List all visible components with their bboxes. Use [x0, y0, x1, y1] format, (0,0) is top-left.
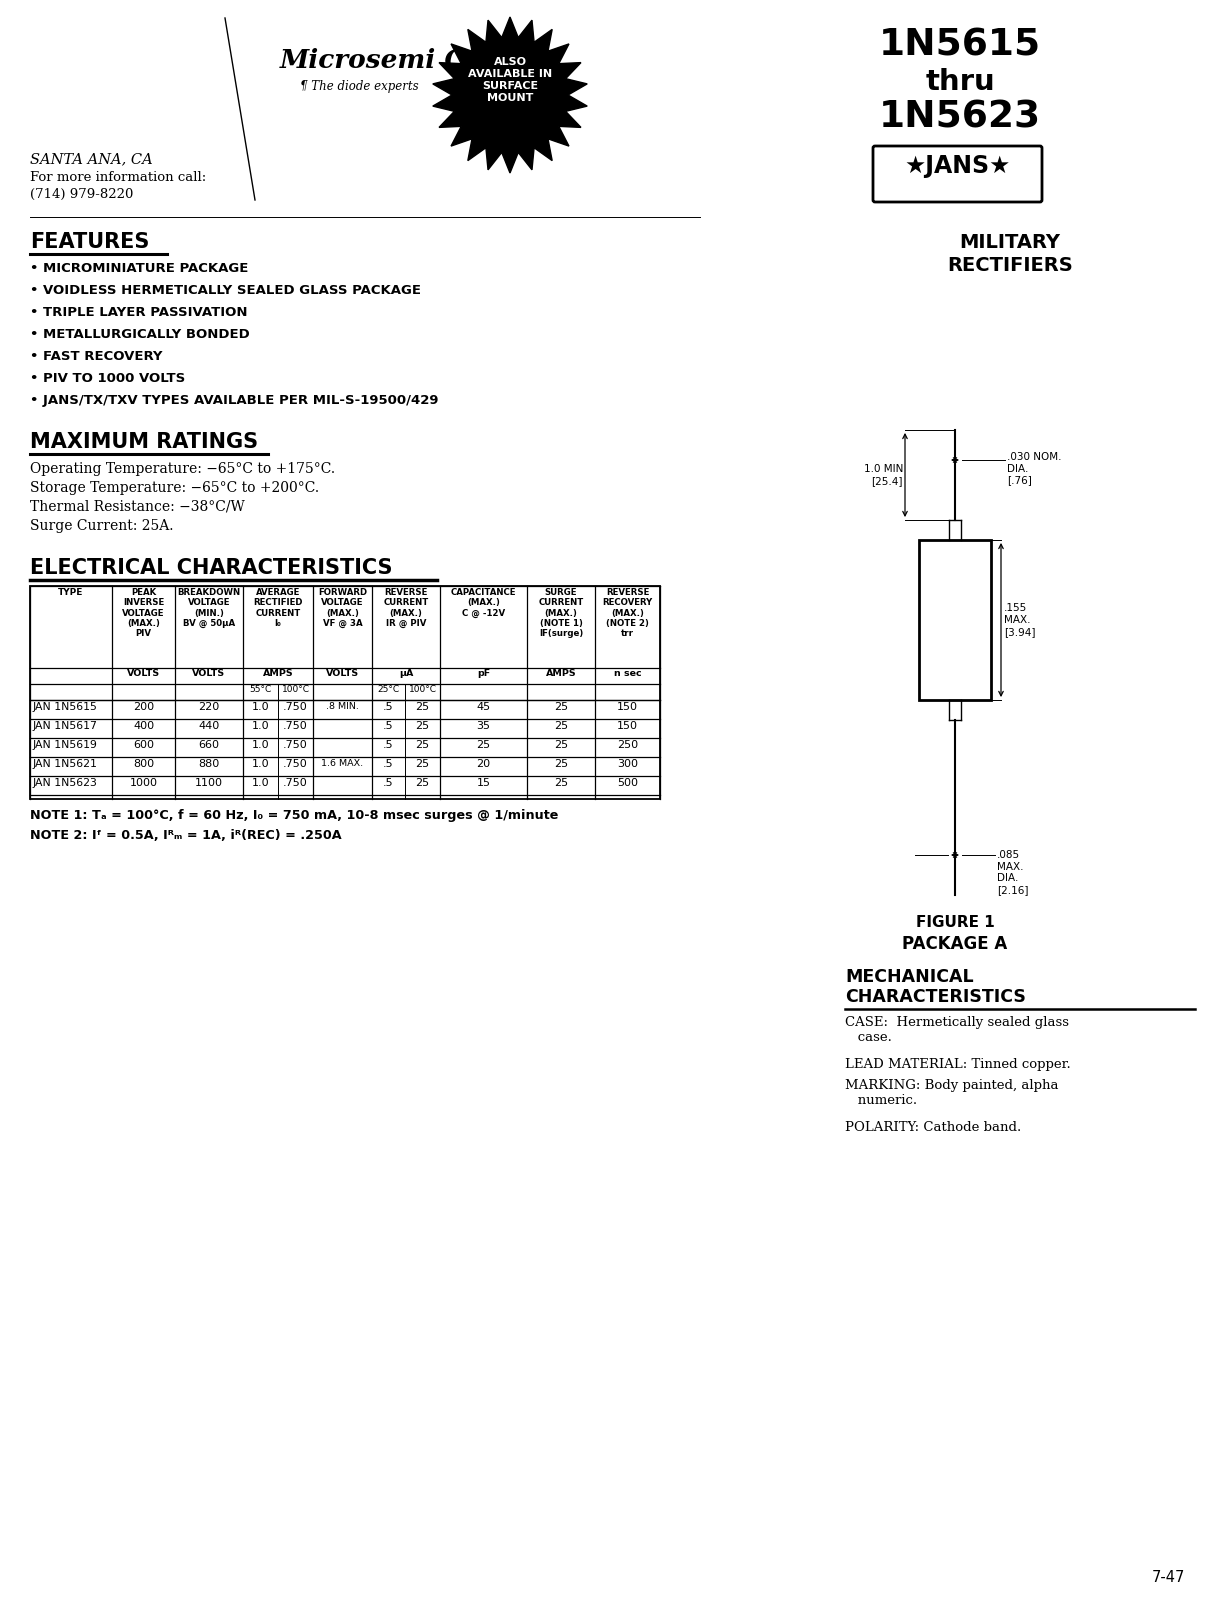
Text: 1100: 1100: [195, 778, 223, 787]
Text: 1.0: 1.0: [252, 778, 270, 787]
Text: PACKAGE A: PACKAGE A: [903, 934, 1008, 954]
Text: 150: 150: [617, 722, 638, 731]
Text: 25: 25: [415, 702, 430, 712]
Text: 1.0: 1.0: [252, 739, 270, 750]
Text: .5: .5: [384, 758, 393, 770]
Text: Operating Temperature: −65°C to +175°C.: Operating Temperature: −65°C to +175°C.: [30, 462, 335, 477]
Text: FIGURE 1: FIGURE 1: [916, 915, 995, 930]
Text: NOTE 1: Tₐ = 100°C, f = 60 Hz, I₀ = 750 mA, 10-8 msec surges @ 1/minute: NOTE 1: Tₐ = 100°C, f = 60 Hz, I₀ = 750 …: [30, 810, 558, 822]
Text: VOLTS: VOLTS: [127, 669, 160, 678]
Text: Surge Current: 25A.: Surge Current: 25A.: [30, 518, 173, 533]
Text: .155
MAX.
[3.94]: .155 MAX. [3.94]: [1004, 603, 1036, 637]
Text: 300: 300: [617, 758, 638, 770]
Text: 150: 150: [617, 702, 638, 712]
Text: AVERAGE
RECTIFIED
CURRENT
I₀: AVERAGE RECTIFIED CURRENT I₀: [253, 587, 302, 627]
Text: 25: 25: [554, 739, 567, 750]
Text: 7-47: 7-47: [1152, 1570, 1185, 1586]
Text: .750: .750: [283, 702, 307, 712]
Text: POLARITY: Cathode band.: POLARITY: Cathode band.: [845, 1122, 1021, 1134]
Text: μA: μA: [399, 669, 413, 678]
Text: FEATURES: FEATURES: [30, 232, 149, 251]
Text: ALSO
AVAILABLE IN
SURFACE
MOUNT: ALSO AVAILABLE IN SURFACE MOUNT: [468, 58, 552, 102]
Text: CHARACTERISTICS: CHARACTERISTICS: [845, 987, 1026, 1006]
Text: n sec: n sec: [613, 669, 641, 678]
Text: REVERSE
RECOVERY
(MAX.)
(NOTE 2)
trr: REVERSE RECOVERY (MAX.) (NOTE 2) trr: [603, 587, 652, 638]
Text: 25: 25: [554, 702, 567, 712]
Text: • METALLURGICALLY BONDED: • METALLURGICALLY BONDED: [30, 328, 249, 341]
Text: SURGE
CURRENT
(MAX.)
(NOTE 1)
IF(surge): SURGE CURRENT (MAX.) (NOTE 1) IF(surge): [538, 587, 583, 638]
Text: .030 NOM.
DIA.
[.76]: .030 NOM. DIA. [.76]: [1007, 451, 1061, 485]
Text: JAN 1N5623: JAN 1N5623: [33, 778, 98, 787]
Text: MARKING: Body painted, alpha
   numeric.: MARKING: Body painted, alpha numeric.: [845, 1078, 1059, 1107]
Text: 1N5623: 1N5623: [878, 99, 1041, 136]
Text: .5: .5: [384, 722, 393, 731]
Text: • TRIPLE LAYER PASSIVATION: • TRIPLE LAYER PASSIVATION: [30, 306, 248, 318]
Text: • JANS/TX/TXV TYPES AVAILABLE PER MIL-S-19500/429: • JANS/TX/TXV TYPES AVAILABLE PER MIL-S-…: [30, 394, 438, 406]
Text: 1.6 MAX.: 1.6 MAX.: [322, 758, 363, 768]
Text: 660: 660: [198, 739, 219, 750]
Text: BREAKDOWN
VOLTAGE
(MIN.)
BV @ 50μA: BREAKDOWN VOLTAGE (MIN.) BV @ 50μA: [178, 587, 241, 627]
Text: LEAD MATERIAL: Tinned copper.: LEAD MATERIAL: Tinned copper.: [845, 1058, 1071, 1070]
Text: 440: 440: [198, 722, 220, 731]
Text: 25: 25: [415, 758, 430, 770]
Text: 600: 600: [133, 739, 154, 750]
Text: REVERSE
CURRENT
(MAX.)
IR @ PIV: REVERSE CURRENT (MAX.) IR @ PIV: [384, 587, 428, 627]
Text: 25: 25: [554, 778, 567, 787]
Text: CASE:  Hermetically sealed glass
   case.: CASE: Hermetically sealed glass case.: [845, 1016, 1068, 1043]
Text: .8 MIN.: .8 MIN.: [325, 702, 359, 710]
Text: 400: 400: [133, 722, 154, 731]
Text: 20: 20: [477, 758, 490, 770]
Text: .750: .750: [283, 739, 307, 750]
Text: 35: 35: [477, 722, 490, 731]
Text: 1000: 1000: [129, 778, 157, 787]
Text: JAN 1N5615: JAN 1N5615: [33, 702, 98, 712]
Text: ¶ The diode experts: ¶ The diode experts: [300, 80, 419, 93]
Text: 55°C: 55°C: [249, 685, 271, 694]
Text: • PIV TO 1000 VOLTS: • PIV TO 1000 VOLTS: [30, 371, 185, 386]
Text: pF: pF: [477, 669, 490, 678]
Text: FORWARD
VOLTAGE
(MAX.)
VF @ 3A: FORWARD VOLTAGE (MAX.) VF @ 3A: [318, 587, 367, 627]
Text: 25: 25: [415, 739, 430, 750]
Text: PEAK
INVERSE
VOLTAGE
(MAX.)
PIV: PEAK INVERSE VOLTAGE (MAX.) PIV: [122, 587, 165, 638]
Text: JAN 1N5621: JAN 1N5621: [33, 758, 98, 770]
Text: VOLTS: VOLTS: [325, 669, 359, 678]
Text: 880: 880: [198, 758, 220, 770]
Text: MILITARY: MILITARY: [960, 234, 1060, 251]
Text: RECTIFIERS: RECTIFIERS: [947, 256, 1073, 275]
Text: 100°C: 100°C: [409, 685, 437, 694]
Text: 500: 500: [617, 778, 638, 787]
Text: 1.0: 1.0: [252, 722, 270, 731]
Text: .750: .750: [283, 778, 307, 787]
Text: 800: 800: [133, 758, 154, 770]
Text: • MICROMINIATURE PACKAGE: • MICROMINIATURE PACKAGE: [30, 262, 248, 275]
Text: VOLTS: VOLTS: [192, 669, 225, 678]
Text: MECHANICAL: MECHANICAL: [845, 968, 974, 986]
Text: 100°C: 100°C: [282, 685, 310, 694]
Text: 25: 25: [415, 778, 430, 787]
Text: .5: .5: [384, 702, 393, 712]
Text: 25: 25: [415, 722, 430, 731]
Text: thru: thru: [926, 67, 995, 96]
Text: AMPS: AMPS: [546, 669, 576, 678]
Text: TYPE: TYPE: [58, 587, 83, 597]
Text: 25: 25: [477, 739, 490, 750]
Text: • VOIDLESS HERMETICALLY SEALED GLASS PACKAGE: • VOIDLESS HERMETICALLY SEALED GLASS PAC…: [30, 285, 421, 298]
Text: JAN 1N5617: JAN 1N5617: [33, 722, 98, 731]
Text: 15: 15: [477, 778, 490, 787]
Text: 1.0: 1.0: [252, 702, 270, 712]
Text: 25: 25: [554, 722, 567, 731]
Text: 1N5615: 1N5615: [878, 27, 1041, 64]
Text: .750: .750: [283, 722, 307, 731]
Text: 1.0: 1.0: [252, 758, 270, 770]
Text: .085
MAX.
DIA.
[2.16]: .085 MAX. DIA. [2.16]: [997, 850, 1028, 894]
FancyBboxPatch shape: [872, 146, 1042, 202]
Text: Thermal Resistance: −38°C/W: Thermal Resistance: −38°C/W: [30, 499, 244, 514]
Text: Microsemi Corp.: Microsemi Corp.: [280, 48, 525, 74]
Text: 25: 25: [554, 758, 567, 770]
Text: ★JANS★: ★JANS★: [904, 154, 1010, 178]
Text: 250: 250: [617, 739, 638, 750]
Text: ELECTRICAL CHARACTERISTICS: ELECTRICAL CHARACTERISTICS: [30, 558, 392, 578]
Text: 25°C: 25°C: [378, 685, 399, 694]
Text: .750: .750: [283, 758, 307, 770]
Text: 1.0 MIN
[25.4]: 1.0 MIN [25.4]: [864, 464, 903, 486]
